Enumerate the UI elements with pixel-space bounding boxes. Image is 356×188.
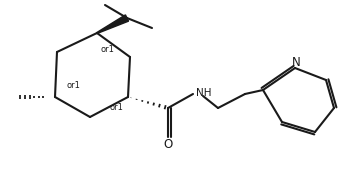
Text: O: O [163, 137, 173, 151]
Text: or1: or1 [109, 102, 123, 111]
Text: N: N [292, 55, 300, 68]
Polygon shape [97, 15, 129, 33]
Text: or1: or1 [66, 80, 80, 89]
Text: or1: or1 [100, 45, 114, 54]
Text: NH: NH [196, 88, 211, 98]
